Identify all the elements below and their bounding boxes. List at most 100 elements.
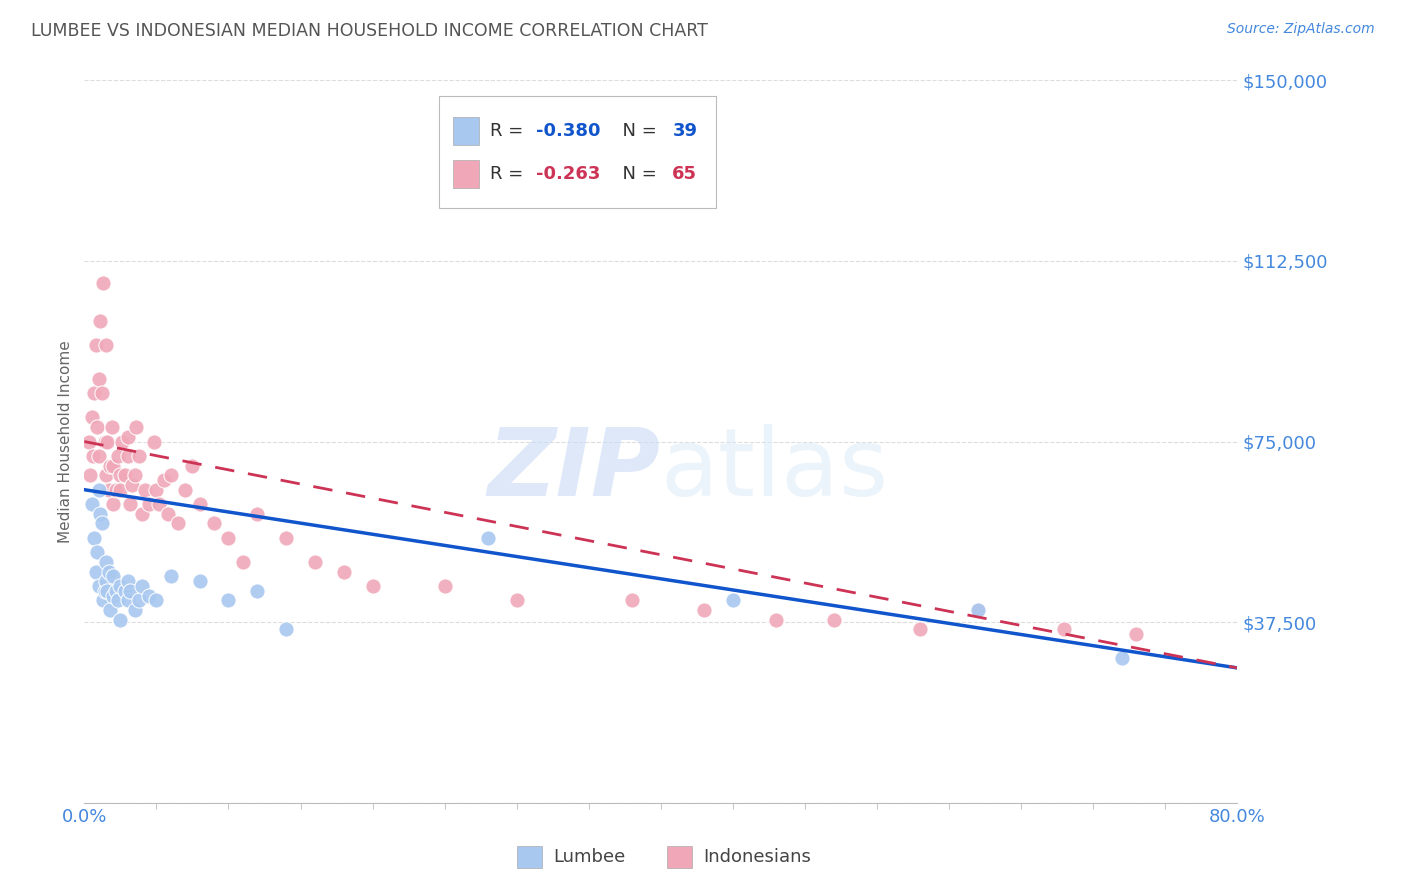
Text: ZIP: ZIP <box>488 425 661 516</box>
Point <box>103 589 124 603</box>
Point <box>506 593 529 607</box>
Point <box>131 507 153 521</box>
Point <box>94 338 117 352</box>
Point <box>128 449 150 463</box>
Point <box>218 593 240 607</box>
FancyBboxPatch shape <box>453 117 478 145</box>
Point <box>1125 627 1147 641</box>
Point <box>103 569 124 583</box>
Point <box>156 507 179 521</box>
Point <box>94 468 117 483</box>
Point <box>124 468 146 483</box>
Point <box>621 593 644 607</box>
FancyBboxPatch shape <box>666 847 692 868</box>
Point <box>100 420 122 434</box>
Point <box>110 579 132 593</box>
Point <box>87 579 110 593</box>
Point <box>117 449 139 463</box>
Text: 39: 39 <box>672 122 697 140</box>
Point <box>910 623 932 637</box>
Text: R =: R = <box>491 165 529 183</box>
Point <box>304 555 326 569</box>
Text: Indonesians: Indonesians <box>703 848 811 866</box>
Point <box>967 603 990 617</box>
Point <box>246 507 269 521</box>
Point <box>94 555 117 569</box>
Point <box>693 603 716 617</box>
Text: N =: N = <box>612 122 662 140</box>
Point <box>86 420 108 434</box>
FancyBboxPatch shape <box>440 96 716 208</box>
Text: atlas: atlas <box>661 425 889 516</box>
Point <box>91 276 114 290</box>
Point <box>84 565 107 579</box>
Point <box>131 579 153 593</box>
Point <box>98 603 121 617</box>
Point <box>86 545 108 559</box>
Point <box>105 583 128 598</box>
Point <box>433 579 456 593</box>
Point <box>276 531 298 545</box>
Point <box>134 483 156 497</box>
Point <box>160 468 183 483</box>
Point <box>1111 651 1133 665</box>
Point <box>105 483 128 497</box>
Point <box>181 458 204 473</box>
Point <box>98 458 121 473</box>
Point <box>232 555 254 569</box>
Point <box>93 434 115 449</box>
Point <box>148 497 170 511</box>
Text: Lumbee: Lumbee <box>554 848 626 866</box>
Point <box>96 583 118 598</box>
Point <box>87 449 110 463</box>
Point <box>110 613 132 627</box>
Point <box>167 516 190 531</box>
Point <box>90 516 112 531</box>
Text: N =: N = <box>612 165 662 183</box>
Point <box>80 410 103 425</box>
Point <box>114 583 136 598</box>
FancyBboxPatch shape <box>517 847 543 868</box>
Text: R =: R = <box>491 122 529 140</box>
Point <box>107 593 129 607</box>
Point <box>246 583 269 598</box>
Point <box>125 420 148 434</box>
Point <box>477 531 499 545</box>
Point <box>77 434 100 449</box>
Point <box>765 613 787 627</box>
Text: Source: ZipAtlas.com: Source: ZipAtlas.com <box>1227 22 1375 37</box>
Point <box>110 483 132 497</box>
Point <box>721 593 744 607</box>
Point <box>103 497 124 511</box>
Point <box>145 593 167 607</box>
Point <box>138 497 160 511</box>
Point <box>218 531 240 545</box>
Point <box>1053 623 1076 637</box>
Point <box>79 468 101 483</box>
Point <box>202 516 225 531</box>
Point <box>333 565 356 579</box>
Point <box>823 613 845 627</box>
Point <box>142 434 165 449</box>
Point <box>117 593 139 607</box>
Point <box>96 434 118 449</box>
Text: 65: 65 <box>672 165 697 183</box>
Point <box>87 483 110 497</box>
Text: -0.380: -0.380 <box>536 122 600 140</box>
Point <box>103 458 124 473</box>
FancyBboxPatch shape <box>453 161 478 188</box>
Point <box>87 372 110 386</box>
Point <box>93 583 115 598</box>
Point <box>967 603 990 617</box>
Point <box>89 314 111 328</box>
Point <box>160 569 183 583</box>
Point <box>82 449 104 463</box>
Point <box>152 473 174 487</box>
Point <box>128 593 150 607</box>
Point <box>121 478 143 492</box>
Point <box>83 531 105 545</box>
Point <box>188 574 211 589</box>
Point <box>111 434 134 449</box>
Point <box>174 483 197 497</box>
Point <box>124 603 146 617</box>
